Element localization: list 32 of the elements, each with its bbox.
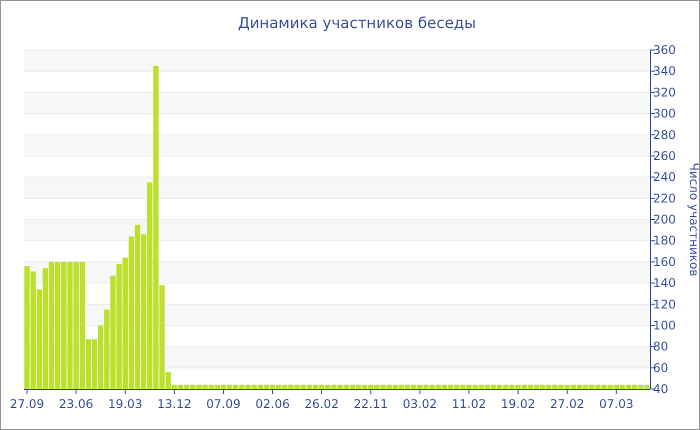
y-tick-label: 280 — [653, 128, 676, 142]
y-tick-label: 360 — [653, 43, 676, 57]
x-tick-label: 19.03 — [108, 397, 142, 411]
y-tick-label: 340 — [653, 64, 676, 78]
x-tick-label: 07.03 — [599, 397, 634, 411]
x-tick-label: 27.02 — [550, 397, 584, 411]
x-tick-label: 22.11 — [354, 397, 388, 411]
y-tick-label: 180 — [653, 234, 676, 248]
y-tick-label: 60 — [653, 360, 668, 375]
x-tick-label: 07.09 — [206, 397, 241, 411]
y-tick-label: 160 — [653, 254, 676, 269]
x-tick-label: 02.06 — [255, 397, 290, 411]
chart-title: Динамика участников беседы — [238, 14, 476, 32]
y-tick-label: 260 — [653, 148, 676, 163]
x-tick-label: 11.02 — [452, 397, 486, 411]
y-axis-title: Число участников — [687, 162, 700, 276]
y-tick-label: 300 — [653, 106, 676, 121]
x-tick-label: 27.09 — [10, 397, 44, 411]
x-tick-label: 19.02 — [500, 397, 536, 411]
y-tick-label: 120 — [653, 297, 676, 312]
y-tick-label: 80 — [653, 340, 668, 354]
x-tick-label: 26.02 — [304, 397, 339, 411]
y-tick-label: 240 — [653, 170, 676, 184]
x-tick-label: 23.06 — [58, 397, 94, 411]
y-tick-label: 320 — [653, 85, 676, 100]
y-tick-label: 100 — [653, 318, 676, 332]
y-tick-label: 200 — [653, 212, 676, 226]
y-tick-label: 220 — [653, 191, 676, 206]
y-tick-label: 40 — [653, 382, 668, 396]
x-tick-label: 13.12 — [157, 397, 192, 411]
y-tick-label: 140 — [653, 276, 676, 290]
x-tick-label: 03.02 — [402, 397, 438, 411]
